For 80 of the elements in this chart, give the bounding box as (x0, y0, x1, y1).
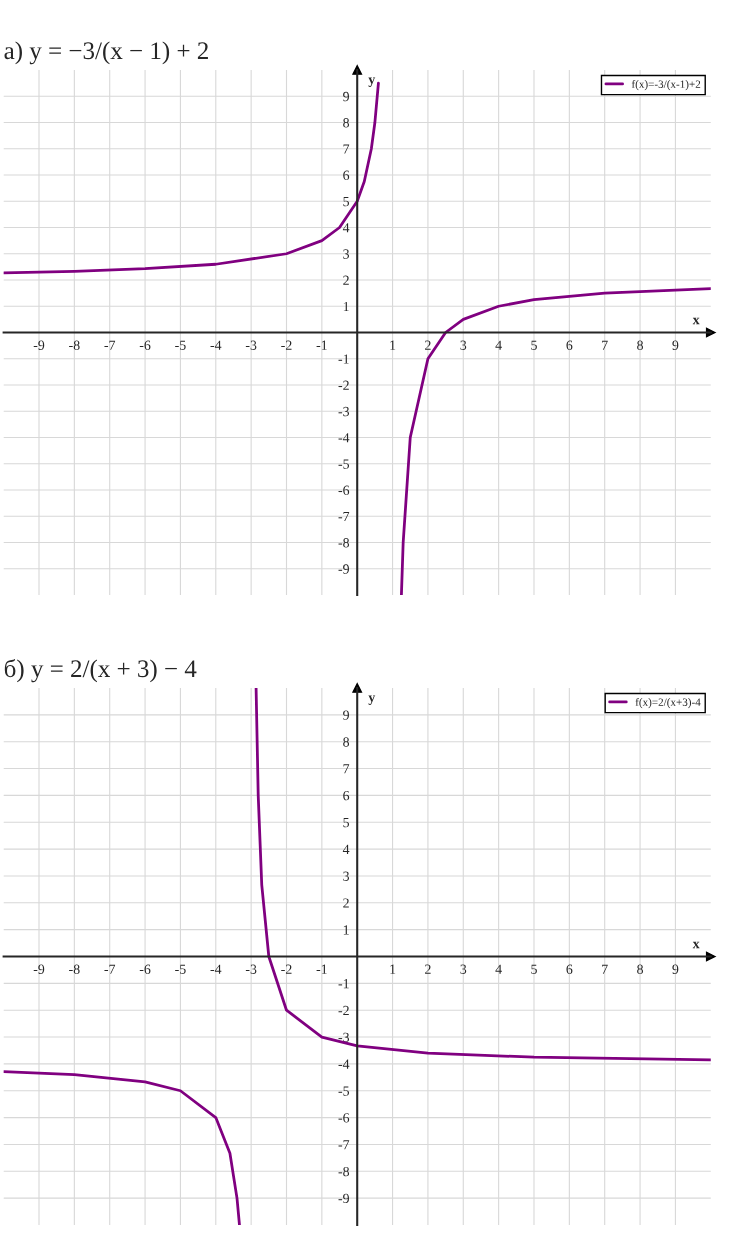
chart-title: б) y = 2/(x + 3) − 4 (4, 658, 197, 683)
y-tick-label: 5 (343, 196, 350, 207)
y-tick-label: -5 (338, 459, 350, 469)
y-tick-label: 7 (343, 764, 350, 774)
y-tick-label: -4 (338, 1059, 350, 1069)
x-tick-label: 3 (460, 964, 467, 974)
y-tick-label: -7 (338, 511, 350, 522)
y-tick-label: 6 (343, 791, 350, 801)
x-tick-label: 8 (637, 340, 643, 350)
x-tick-label: -7 (104, 964, 116, 974)
x-tick-label: 4 (495, 340, 502, 350)
x-tick-label: -2 (281, 964, 292, 974)
x-tick-label: -2 (281, 340, 292, 350)
y-tick-label: 8 (343, 737, 350, 747)
x-tick-label: 8 (637, 964, 643, 974)
x-tick-label: 7 (602, 340, 608, 350)
x-tick-label: 5 (531, 964, 537, 974)
y-tick-label: -6 (338, 1113, 350, 1123)
y-tick-label: -3 (338, 1032, 350, 1043)
y-axis-title: y (368, 695, 376, 705)
x-tick-label: -8 (69, 340, 80, 350)
y-tick-label: -7 (338, 1140, 350, 1150)
x-tick-label: -6 (139, 340, 151, 350)
y-tick-label: 1 (343, 925, 349, 935)
y-tick-label: 4 (342, 223, 350, 233)
chart-title: а) y = −3/(x − 1) + 2 (4, 41, 208, 65)
x-tick-label: -8 (69, 964, 80, 974)
y-tick-label: -9 (338, 1193, 349, 1204)
x-tick-label: 9 (672, 964, 679, 974)
y-tick-label: -1 (338, 354, 349, 364)
y-tick-label: 1 (343, 301, 349, 312)
x-axis-title: x (692, 317, 700, 325)
legend-label: f(x)=-3/(x-1)+2 (631, 80, 701, 91)
y-tick-label: 2 (343, 275, 349, 285)
x-tick-label: 6 (566, 340, 573, 350)
y-tick-label: 9 (343, 91, 349, 102)
y-tick-label: 5 (343, 817, 350, 828)
x-tick-label: 2 (425, 964, 431, 974)
y-tick-label: -5 (338, 1086, 350, 1096)
y-tick-label: -4 (338, 433, 350, 443)
x-tick-label: -4 (210, 964, 222, 974)
x-tick-label: -5 (175, 964, 186, 974)
y-tick-label: 6 (343, 170, 350, 180)
x-tick-label: -7 (104, 340, 116, 350)
x-tick-label: -3 (245, 964, 257, 974)
x-tick-label: -9 (33, 340, 45, 350)
y-tick-label: 2 (343, 898, 349, 908)
y-tick-label: -2 (338, 380, 349, 390)
x-tick-label: -1 (316, 340, 327, 350)
legend-label: f(x)=2/(x+3)-4 (635, 698, 701, 709)
y-tick-label: -9 (338, 564, 349, 574)
y-tick-label: 4 (342, 844, 350, 854)
x-tick-label: 6 (566, 964, 573, 974)
y-tick-label: -3 (338, 406, 350, 417)
y-tick-label: -8 (338, 538, 350, 548)
x-tick-label: 9 (672, 340, 679, 350)
x-tick-label: -3 (245, 340, 257, 350)
y-tick-label: 8 (343, 118, 350, 128)
x-tick-label: 1 (390, 340, 396, 350)
x-tick-label: 4 (495, 964, 502, 974)
x-tick-label: -1 (316, 964, 327, 974)
x-tick-label: 5 (531, 340, 537, 350)
x-tick-label: -5 (175, 340, 186, 350)
x-tick-label: 1 (390, 964, 396, 974)
x-axis-title: x (692, 941, 700, 949)
x-tick-label: 7 (602, 964, 608, 974)
y-tick-label: -6 (338, 485, 350, 495)
y-axis-title: y (368, 77, 376, 87)
y-tick-label: -2 (338, 1005, 349, 1016)
y-tick-label: 3 (343, 871, 350, 881)
y-tick-label: 7 (343, 144, 350, 154)
x-tick-label: -6 (139, 964, 151, 974)
y-tick-label: 9 (343, 710, 349, 720)
y-tick-label: -8 (338, 1166, 350, 1177)
x-tick-label: -4 (210, 340, 222, 350)
x-tick-label: -9 (33, 964, 45, 974)
x-tick-label: 2 (425, 340, 431, 350)
x-tick-label: 3 (460, 340, 467, 350)
y-tick-label: 3 (343, 249, 350, 259)
y-tick-label: -1 (338, 979, 349, 989)
